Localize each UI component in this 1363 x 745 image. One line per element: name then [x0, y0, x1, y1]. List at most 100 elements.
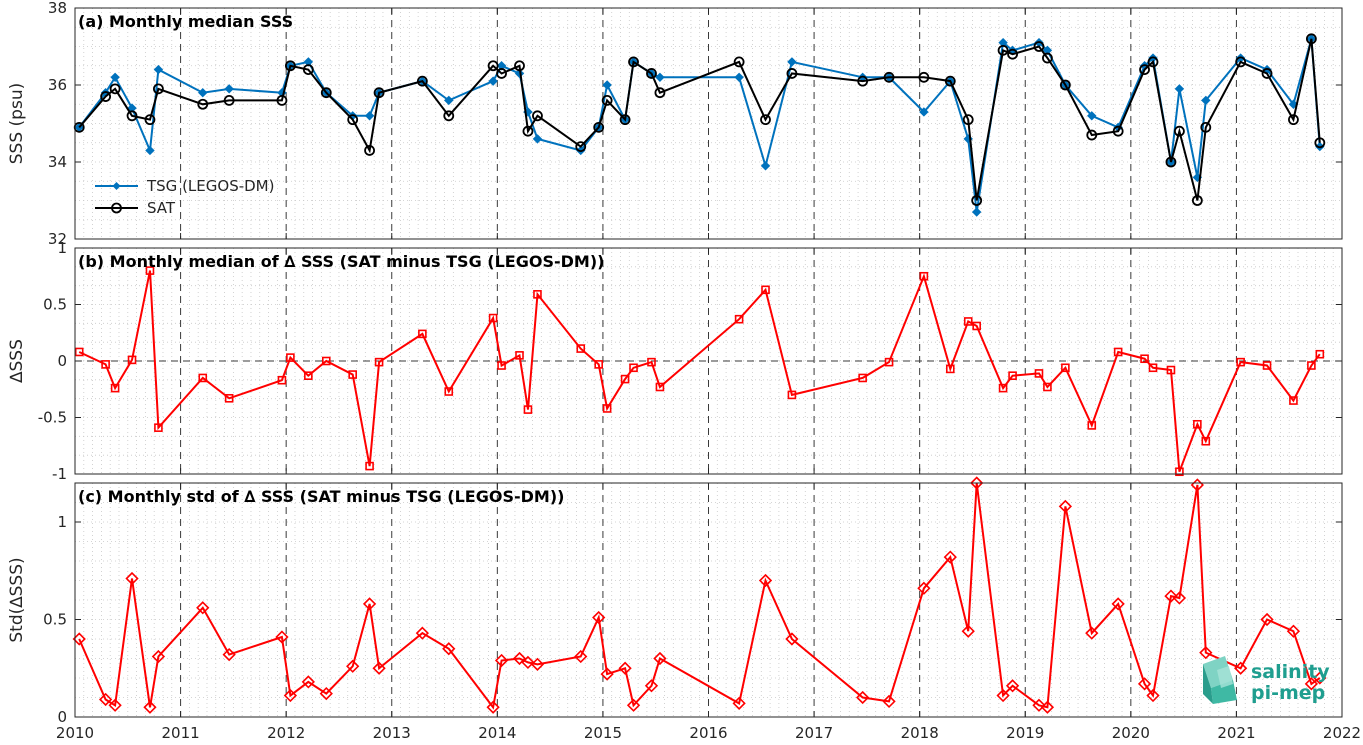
- data-point: [1111, 597, 1125, 611]
- data-point: [884, 357, 894, 367]
- data-point: [110, 383, 120, 393]
- legend-label: SAT: [147, 199, 176, 217]
- data-point: [532, 110, 543, 122]
- data-point: [101, 360, 110, 369]
- data-point: [857, 75, 869, 87]
- data-point: [1137, 677, 1152, 691]
- data-point: [1086, 129, 1098, 141]
- data-point: [347, 114, 359, 126]
- data-point: [286, 353, 295, 362]
- data-point: [919, 271, 929, 281]
- data-point: [592, 610, 606, 625]
- data-point: [515, 351, 524, 360]
- data-point: [496, 68, 507, 79]
- data-point: [1289, 396, 1298, 405]
- panel-3: 0 0.5 1 2010 2011 2012 2013 2014 2015 2016 2017 201…: [7, 476, 1361, 742]
- data-point: [733, 56, 745, 68]
- data-point: [301, 675, 315, 689]
- data-point: [1087, 111, 1097, 121]
- x-tick-label: 2021: [1217, 724, 1255, 742]
- data-point: [145, 266, 155, 275]
- data-point: [602, 80, 612, 90]
- data-point: [100, 91, 112, 102]
- data-point: [153, 83, 164, 95]
- data-point: [918, 71, 930, 83]
- data-point: [442, 642, 456, 656]
- data-point: [858, 373, 867, 383]
- y-axis-label: SSS (psu): [7, 83, 27, 164]
- panel-title: (b) Monthly median of ∆ SSS (SAT minus T…: [78, 252, 604, 271]
- data-point: [145, 145, 155, 156]
- data-point: [486, 700, 500, 714]
- legend-marker: [112, 182, 121, 190]
- data-point: [1042, 52, 1053, 64]
- data-point: [197, 98, 209, 110]
- data-point: [1085, 626, 1099, 640]
- data-point: [364, 145, 375, 156]
- data-point: [653, 651, 667, 666]
- data-point: [644, 679, 659, 693]
- data-point: [655, 72, 665, 83]
- minor-grid: [75, 8, 1342, 239]
- data-point: [488, 313, 498, 323]
- panel-title: (c) Monthly std of ∆ SSS (SAT minus TSG …: [78, 487, 564, 506]
- data-point: [224, 393, 234, 403]
- data-point: [1033, 41, 1045, 52]
- data-point: [373, 87, 385, 99]
- y-tick-label: 1: [57, 239, 67, 257]
- data-point: [963, 317, 973, 326]
- data-point: [1304, 677, 1319, 691]
- data-point: [1288, 114, 1299, 126]
- data-point: [1262, 361, 1272, 370]
- data-point: [1059, 79, 1071, 91]
- data-point: [962, 114, 974, 126]
- data-point: [223, 95, 235, 106]
- data-point: [487, 60, 499, 72]
- data-point: [198, 87, 208, 98]
- data-point: [1307, 361, 1316, 370]
- data-point: [418, 329, 427, 339]
- data-point: [655, 382, 665, 392]
- data-point: [970, 476, 984, 490]
- data-point: [1148, 363, 1158, 373]
- data-point: [1032, 698, 1046, 712]
- data-point: [277, 375, 287, 385]
- x-tick-label: 2016: [689, 724, 727, 742]
- data-point: [198, 373, 208, 383]
- data-point: [787, 390, 797, 400]
- legend-marker: [111, 202, 122, 214]
- data-point: [364, 111, 375, 121]
- data-point: [224, 84, 234, 94]
- data-point: [126, 110, 138, 122]
- x-tick-label: 2019: [1006, 724, 1044, 742]
- data-point: [1043, 382, 1052, 392]
- y-tick-label: 0.5: [43, 611, 67, 629]
- data-point: [1087, 421, 1097, 430]
- data-point: [276, 95, 288, 106]
- data-point: [196, 601, 210, 615]
- data-point: [972, 321, 981, 331]
- data-point: [494, 653, 509, 668]
- data-point: [1286, 624, 1301, 638]
- data-point: [302, 64, 314, 75]
- data-point: [883, 71, 895, 83]
- data-point: [346, 659, 360, 673]
- data-point: [600, 667, 614, 681]
- data-point: [522, 125, 534, 137]
- data-point: [415, 626, 430, 640]
- y-tick-label: 34: [48, 153, 67, 171]
- data-point: [1165, 156, 1177, 168]
- y-tick-label: -1: [52, 465, 67, 483]
- data-point: [760, 114, 771, 126]
- data-point: [971, 195, 983, 206]
- series-1: [74, 266, 1325, 477]
- data-point: [760, 161, 771, 171]
- y-axis-label: Std(∆SSS): [7, 557, 27, 642]
- data-point: [374, 357, 384, 367]
- data-point: [530, 657, 545, 671]
- data-point: [1147, 56, 1159, 68]
- data-point: [284, 60, 296, 72]
- data-point: [1313, 671, 1327, 685]
- y-tick-label: 0: [57, 352, 67, 370]
- data-point: [1005, 679, 1020, 693]
